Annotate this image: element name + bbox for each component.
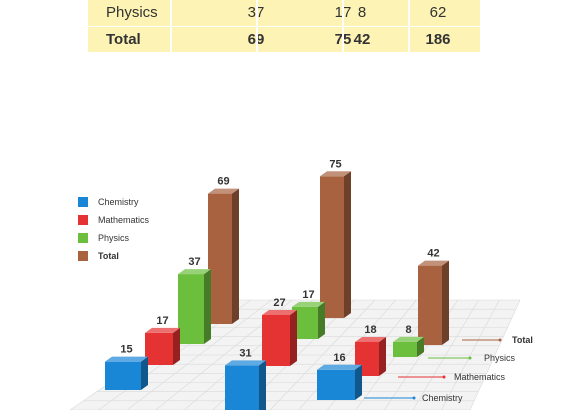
legend-swatch [78,251,88,261]
data-label: 69 [217,176,229,188]
bar-top [320,171,351,177]
bar-side [344,171,351,318]
bar-side [204,269,211,344]
bar-front [178,274,204,344]
chart-bars: 69 75 42 37 17 8 17 27 18 15 31 16 [105,158,449,410]
legend-item-chemistry: Chemistry [78,194,198,212]
bar-top [105,356,148,362]
data-label: 42 [427,248,439,260]
series-leaders: Chemistry Mathematics Physics Total [364,335,533,403]
bar-side [173,327,180,365]
bar-top [317,364,362,370]
bar-side [355,364,362,400]
bar-front [317,369,355,400]
leader-label: Physics [484,353,516,363]
bar-top [178,269,211,275]
bar-side [141,356,148,390]
bar-chemistry-3: 16 [317,352,362,400]
bar-top [393,336,424,342]
bar-top [355,336,386,342]
bar-mathematics-2: 27 [262,297,297,366]
bar-top [262,309,297,315]
data-label: 27 [273,297,285,309]
bar-front [145,332,173,365]
bar-side [379,336,386,376]
leader-dot [442,375,446,379]
table-cell: Total [106,31,141,48]
legend-label: Chemistry [98,197,139,207]
leader-dot [468,356,472,360]
data-label: 18 [364,324,376,336]
bar-side [417,336,424,357]
legend-label: Total [98,251,119,261]
data-label: 17 [156,315,168,327]
bar-front [262,314,290,366]
bar-physics-1: 37 [178,256,211,344]
data-label: 75 [329,158,341,170]
bar-top [418,260,449,266]
bar-mathematics-1: 17 [145,315,180,365]
bar-total-2: 75 [320,158,351,318]
bar-physics-3: 8 [393,324,424,357]
bar-front [418,265,442,345]
bar-top [225,360,266,366]
bar-side [290,309,297,366]
table-divider [170,0,172,52]
bar-top [145,327,180,333]
data-label: 17 [302,289,314,301]
table-row: Physics 37 17 8 62 [88,0,480,26]
table-cell: 42 [353,31,371,48]
leader-label: Mathematics [454,372,506,382]
legend-label: Physics [98,233,130,243]
legend-item-mathematics: Mathematics [78,212,198,230]
legend-swatch [78,197,88,207]
legend-item-physics: Physics [78,230,198,248]
data-label: 37 [188,256,200,268]
table-divider [408,0,410,52]
chart-legend: Chemistry Mathematics Physics Total [78,194,198,266]
bar-side [318,301,325,339]
bar-chemistry-2: 31 [225,347,266,410]
bar-total-3: 42 [418,248,449,345]
bar-front [320,176,344,318]
table-cell: 8 [357,4,367,21]
table-divider [256,0,258,52]
data-table: Physics 37 17 8 62 Total 69 75 42 186 [88,0,480,52]
legend-item-total: Total [78,248,198,266]
leader-dot [412,396,416,400]
table-cell: Physics [106,4,158,21]
legend-swatch [78,233,88,243]
bar-side [232,188,239,324]
leader-label: Chemistry [422,393,463,403]
bar-top [292,301,325,307]
table-cell: 62 [429,4,447,21]
bar-front [393,341,417,357]
bar-front [208,193,232,324]
data-label: 15 [120,344,132,356]
data-label: 8 [405,324,411,336]
legend-swatch [78,215,88,225]
data-label: 16 [333,352,345,364]
bar-top [208,188,239,194]
data-label: 31 [239,347,251,359]
bar-chemistry-1: 15 [105,344,148,390]
table-divider [342,0,344,52]
table-cell: 186 [425,31,451,48]
bar-side [442,260,449,345]
leader-dot [498,338,502,342]
legend-label: Mathematics [98,215,150,225]
bar-front [225,365,259,410]
bar-front [105,361,141,390]
bar-side [259,360,266,410]
bar-total-1: 69 [208,176,239,324]
leader-label: Total [512,335,533,345]
